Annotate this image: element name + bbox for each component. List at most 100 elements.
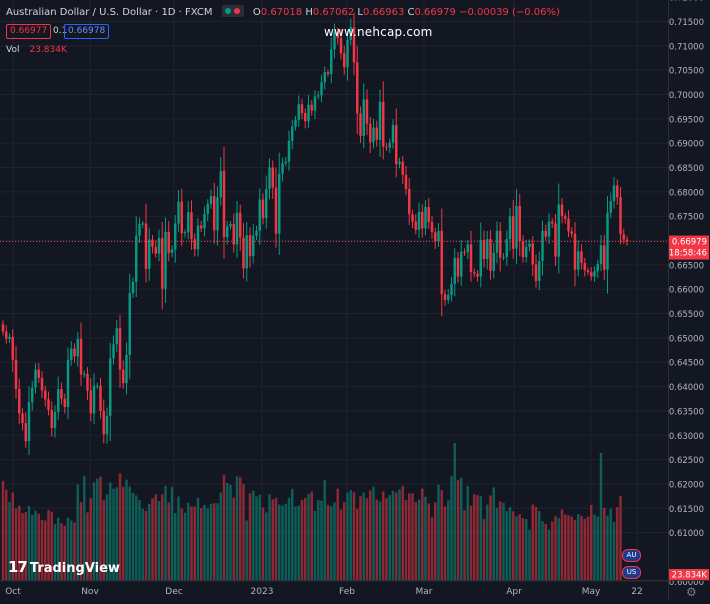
candle-body xyxy=(252,235,255,257)
volume-bar xyxy=(167,502,170,580)
volume-bar xyxy=(531,504,534,580)
candle xyxy=(603,234,606,281)
candle-body xyxy=(96,385,99,387)
candle-body xyxy=(274,187,278,234)
volume-bar xyxy=(27,506,31,580)
candle-body xyxy=(219,170,222,198)
candle-body xyxy=(161,238,164,289)
gear-icon[interactable]: ⚙ xyxy=(686,585,697,599)
sell-button[interactable]: 0.66977 xyxy=(6,24,52,39)
candle xyxy=(105,407,109,444)
candle-body xyxy=(505,239,508,258)
grid-lines xyxy=(0,0,668,582)
candle-body xyxy=(174,223,177,250)
market-status-icon xyxy=(221,5,244,17)
candle xyxy=(362,83,365,149)
volume-bar xyxy=(482,519,486,580)
candle xyxy=(40,371,44,398)
volume-bar xyxy=(453,443,456,580)
volume-bar xyxy=(193,506,196,580)
candle xyxy=(469,230,473,282)
candle xyxy=(86,367,89,401)
candle-body xyxy=(593,271,596,277)
volume-bar xyxy=(492,487,495,580)
volume-bar xyxy=(369,490,372,580)
volume-bar xyxy=(294,506,297,580)
candle-body xyxy=(63,398,66,408)
candle xyxy=(525,239,528,263)
candle-body xyxy=(232,223,235,245)
volume-bar xyxy=(304,497,307,580)
price-tag-countdown: 18:58:46 xyxy=(669,249,707,259)
candle xyxy=(482,230,486,268)
candle-body xyxy=(365,99,369,124)
candle xyxy=(115,320,118,353)
volume-bar xyxy=(375,499,378,580)
volume-bar xyxy=(590,504,593,580)
candle xyxy=(544,224,547,241)
candle-body xyxy=(612,185,616,202)
volume-legend[interactable]: Vol 23.834K xyxy=(6,45,67,55)
candle xyxy=(463,248,466,256)
symbol-title[interactable]: Australian Dollar / U.S. Dollar · 1D · F… xyxy=(6,7,213,18)
candle-body xyxy=(261,199,265,219)
volume-bar xyxy=(222,474,226,580)
candle xyxy=(570,227,573,238)
candle xyxy=(424,200,427,236)
volume-bar xyxy=(421,488,424,580)
candle-body xyxy=(70,348,73,360)
candle-body xyxy=(333,31,336,50)
candle-body xyxy=(50,409,53,428)
candle-body xyxy=(239,212,242,238)
au-flag-icon[interactable]: AU xyxy=(622,549,641,562)
candle xyxy=(21,408,24,431)
candle xyxy=(239,204,242,251)
volume-bar xyxy=(414,502,417,580)
candle xyxy=(200,220,203,233)
candle xyxy=(274,167,278,248)
candle xyxy=(229,221,232,230)
candle xyxy=(18,378,21,424)
candle-body xyxy=(450,283,453,296)
candle-body xyxy=(144,223,148,269)
buy-button[interactable]: 0.66978 xyxy=(64,24,110,39)
volume-bar xyxy=(196,497,200,580)
price-tag-value: 0.66979 xyxy=(672,238,707,248)
candle-body xyxy=(128,293,131,355)
candle-body xyxy=(83,373,86,375)
candle-body xyxy=(476,273,479,277)
candle-body xyxy=(57,389,60,412)
candle-body xyxy=(326,72,330,75)
candle xyxy=(612,177,616,209)
candle xyxy=(148,227,151,281)
us-flag-icon[interactable]: US xyxy=(622,566,641,579)
volume-bar xyxy=(206,508,209,580)
volume-bar xyxy=(547,529,551,580)
candle-body xyxy=(447,295,450,300)
price-tag-bg xyxy=(669,235,709,260)
candle xyxy=(73,343,76,363)
volume-bar xyxy=(203,504,206,580)
volume-bar xyxy=(112,488,115,580)
volume-bar xyxy=(226,483,229,580)
candle xyxy=(502,253,505,261)
volume-bar xyxy=(291,489,294,580)
volume-bar xyxy=(248,493,252,580)
candle xyxy=(404,165,408,196)
candle xyxy=(37,363,40,383)
candle-body xyxy=(109,358,112,416)
volume-bar xyxy=(346,492,349,580)
volume-bar xyxy=(105,494,109,580)
candle xyxy=(5,325,8,344)
candle xyxy=(92,373,96,425)
candle-body xyxy=(141,223,144,225)
candle xyxy=(580,244,583,270)
volume-bar xyxy=(570,516,573,580)
volume-bar xyxy=(70,520,73,580)
candle xyxy=(443,289,447,306)
candle-body xyxy=(414,221,417,230)
x-tick-label: Feb xyxy=(339,587,355,597)
tradingview-logo[interactable]: 17 TradingView xyxy=(8,558,120,576)
